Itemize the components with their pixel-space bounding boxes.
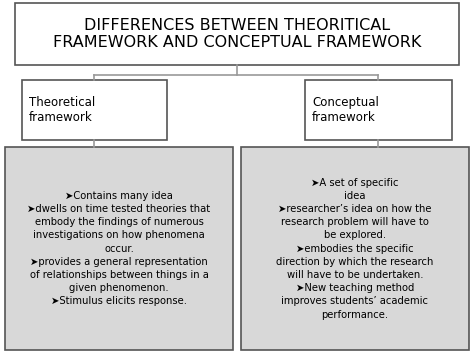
FancyBboxPatch shape: [5, 147, 233, 350]
Text: Conceptual
framework: Conceptual framework: [312, 96, 379, 124]
FancyBboxPatch shape: [15, 3, 459, 65]
FancyBboxPatch shape: [22, 80, 167, 140]
Text: ➤A set of specific
idea
➤researcher’s idea on how the
research problem will have: ➤A set of specific idea ➤researcher’s id…: [276, 178, 434, 320]
Text: DIFFERENCES BETWEEN THEORITICAL
FRAMEWORK AND CONCEPTUAL FRAMEWORK: DIFFERENCES BETWEEN THEORITICAL FRAMEWOR…: [53, 18, 421, 50]
Text: ➤Contains many idea
➤dwells on time tested theories that
embody the findings of : ➤Contains many idea ➤dwells on time test…: [27, 191, 210, 306]
Text: Theoretical
framework: Theoretical framework: [29, 96, 95, 124]
FancyBboxPatch shape: [305, 80, 452, 140]
FancyBboxPatch shape: [241, 147, 469, 350]
